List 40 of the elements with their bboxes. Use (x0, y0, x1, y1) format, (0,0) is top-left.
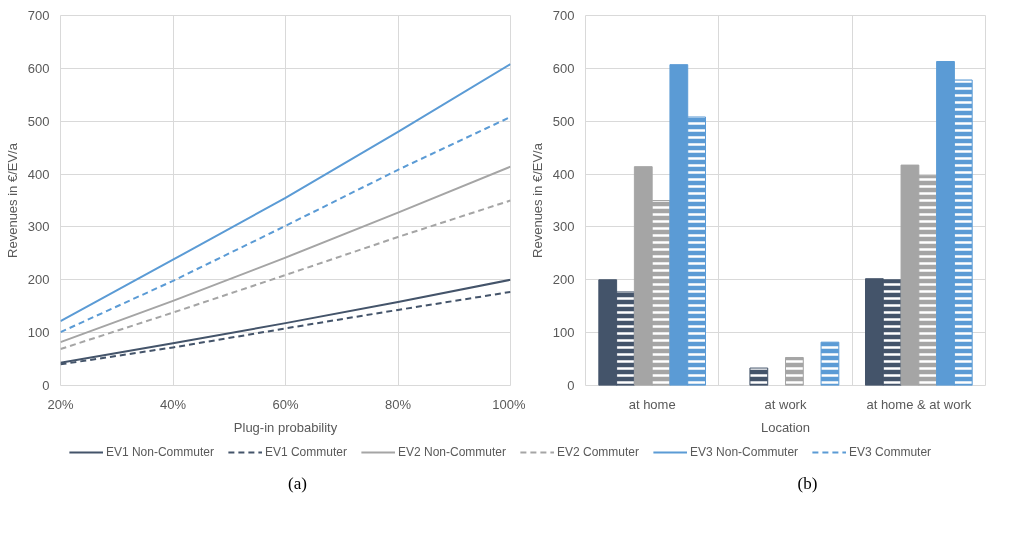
y-tick-label: 700 (552, 8, 575, 23)
x-tick-label: 100% (492, 396, 526, 412)
y-tick-label: 700 (27, 8, 50, 23)
y-tick-label: 200 (27, 272, 50, 288)
x-tick-label: 60% (272, 396, 299, 412)
legend-label: EV2 Non-Commuter (397, 445, 507, 459)
x-axis-title: Plug-in probability (233, 419, 338, 435)
x-tick-label: 20% (47, 396, 74, 412)
line-series (60, 63, 511, 323)
legend-label: EV2 Commuter (557, 445, 640, 459)
y-axis-title: Revenues in €/EV/a (4, 142, 20, 258)
x-axis-title: Location (760, 419, 811, 435)
y-tick-label: 0 (567, 378, 575, 393)
legend-label: EV1 Non-Commuter (105, 445, 214, 459)
y-tick-label: 300 (552, 219, 575, 235)
x-tick-label: 80% (384, 396, 412, 412)
text: (a) (288, 473, 307, 495)
legend-label: EV3 Commuter (849, 445, 932, 459)
line-series (60, 115, 511, 334)
legend-label: EV1 Commuter (264, 445, 347, 459)
text: (b) (797, 473, 818, 495)
x-tick-label: at home (628, 396, 676, 412)
y-tick-label: 100 (552, 325, 575, 341)
y-tick-label: 400 (27, 166, 50, 182)
x-tick-label: at home & at work (866, 396, 972, 412)
y-tick-label: 200 (552, 272, 575, 288)
y-tick-label: 0 (42, 378, 50, 393)
y-tick-label: 600 (552, 60, 575, 76)
line-series (60, 199, 511, 351)
y-tick-label: 500 (27, 113, 50, 129)
y-tick-label: 400 (552, 166, 575, 182)
line-series (60, 165, 511, 344)
x-tick-label: 40% (159, 396, 187, 412)
y-tick-label: 600 (27, 60, 50, 76)
legend-label: EV3 Non-Commuter (690, 445, 799, 459)
y-tick-label: 300 (27, 219, 50, 235)
y-axis-title: Revenues in €/EV/a (529, 142, 545, 258)
y-tick-label: 500 (552, 113, 575, 129)
y-tick-label: 100 (27, 325, 50, 341)
x-tick-label: at work (764, 396, 807, 412)
